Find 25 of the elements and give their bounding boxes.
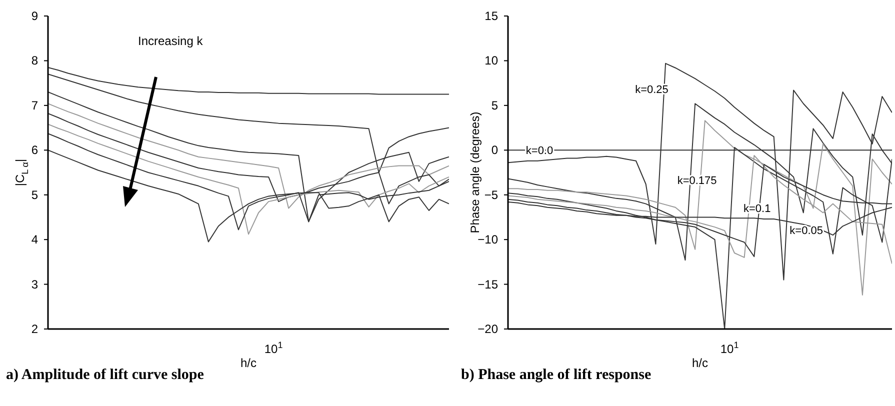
text: a) Amplitude of lift curve slope <box>6 367 204 384</box>
y-tick-label: 3 <box>31 277 38 292</box>
y-tick-label: −15 <box>478 277 498 292</box>
y-tick-label: 15 <box>484 9 498 23</box>
y-tick-label: 7 <box>31 98 38 112</box>
y-tick-label: 5 <box>31 188 38 202</box>
x-axis-title: h/c <box>240 356 257 370</box>
y-tick-label: −10 <box>478 232 498 247</box>
y-tick-label: 0 <box>491 143 498 158</box>
annotation: Increasing k <box>138 34 203 48</box>
y-tick-label: −20 <box>478 322 498 336</box>
y-tick-label: 5 <box>491 98 498 112</box>
annotation: k=0.05 <box>790 225 824 237</box>
y-axis-title: Phase angle (degrees) <box>468 112 482 234</box>
y-tick-label: 10 <box>484 54 498 68</box>
y-tick-label: −5 <box>484 188 498 202</box>
text: b) Phase angle of lift response <box>461 367 652 384</box>
y-tick-label: 8 <box>31 54 38 68</box>
text: 10$^{1}$ <box>720 340 739 356</box>
y-tick-label: 9 <box>31 9 38 23</box>
text: 10$^{1}$ <box>264 340 283 356</box>
x-axis-title: h/c <box>692 356 708 370</box>
y-tick-label: 2 <box>31 322 38 336</box>
y-tick-label: 4 <box>31 232 38 247</box>
y-tick-label: 6 <box>31 143 38 158</box>
